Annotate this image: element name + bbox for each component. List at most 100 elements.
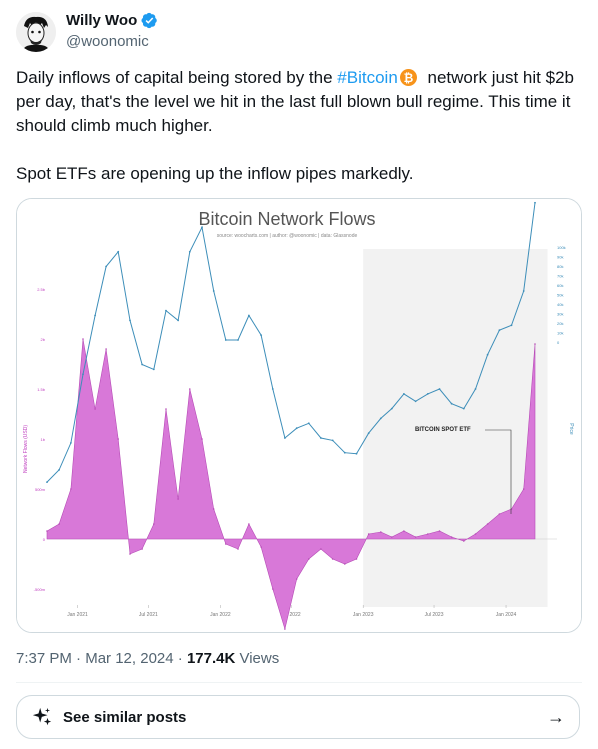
- x-tick-label: Jan 2024: [496, 612, 517, 618]
- tweet-text-before: Daily inflows of capital being stored by…: [16, 68, 338, 87]
- flow-point: [486, 523, 489, 525]
- avatar[interactable]: [16, 12, 56, 52]
- price-point: [367, 432, 370, 434]
- price-point: [201, 226, 203, 229]
- y-left-tick-label: 1b: [41, 437, 46, 442]
- y-right-tick-label: 10k: [557, 331, 563, 336]
- y-left-tick-label: 2.5b: [37, 287, 46, 292]
- flow-point: [438, 530, 441, 532]
- author-handle[interactable]: @woonomic: [66, 33, 149, 50]
- price-point: [462, 407, 465, 410]
- price-point: [343, 451, 346, 454]
- y-right-tick-label: 70k: [557, 274, 563, 279]
- y-right-tick-label: 50k: [557, 293, 563, 298]
- price-point: [165, 309, 167, 312]
- price-point: [390, 407, 393, 410]
- x-tick-label: Jul 2021: [139, 612, 158, 618]
- flow-point: [284, 628, 286, 630]
- flow-point: [427, 533, 429, 535]
- tweet-date[interactable]: Mar 12, 2024: [85, 650, 174, 667]
- price-point: [271, 388, 274, 390]
- flow-point: [212, 508, 215, 510]
- price-point: [534, 201, 536, 204]
- price-point: [307, 422, 310, 425]
- flow-point: [58, 523, 60, 525]
- y-right-tick-label: 30k: [557, 312, 563, 317]
- author-name[interactable]: Willy Woo: [66, 12, 138, 29]
- avatar-portrait-icon: [16, 12, 56, 52]
- flow-point: [177, 498, 179, 500]
- y-left-tick-label: 0: [43, 537, 46, 542]
- flow-point: [331, 558, 334, 560]
- flow-point: [414, 536, 417, 538]
- price-point: [295, 427, 298, 430]
- y-right-tick-label: 90k: [557, 255, 563, 260]
- y-axis-left-label: Network Flows (USD): [23, 425, 29, 473]
- flow-point: [189, 388, 191, 390]
- x-tick-label: Jan 2021: [67, 612, 88, 618]
- flow-point: [380, 531, 382, 533]
- flow-point: [117, 438, 119, 440]
- y-right-tick-label: 0: [557, 340, 560, 345]
- meta-separator: ·: [71, 650, 86, 667]
- price-line: [46, 202, 536, 483]
- price-point: [248, 314, 250, 317]
- price-point: [129, 319, 131, 322]
- y-left-tick-label: -500m: [34, 587, 46, 592]
- chart-title: Bitcoin Network Flows: [198, 209, 375, 229]
- flow-point: [272, 588, 274, 590]
- flow-point: [105, 348, 107, 350]
- tweet-media-chart[interactable]: Bitcoin Network Flows source: woocharts.…: [16, 198, 582, 633]
- svg-text:₿: ₿: [403, 71, 413, 85]
- price-point: [320, 437, 322, 439]
- price-point: [105, 265, 107, 268]
- annotation-leader-line: [485, 429, 512, 514]
- y-right-tick-label: 40k: [557, 302, 563, 307]
- y-axis-right-label: Price: [568, 423, 574, 435]
- flow-point: [225, 543, 227, 545]
- tweet-paragraph-2: Spot ETFs are opening up the inflow pipe…: [16, 164, 414, 183]
- price-point: [403, 393, 405, 395]
- tweet-text: Daily inflows of capital being stored by…: [16, 66, 582, 186]
- flow-point: [355, 558, 358, 560]
- x-tick-label: Jul 2022: [282, 612, 301, 618]
- flow-point: [129, 553, 131, 555]
- price-point: [284, 437, 286, 439]
- flow-point: [141, 548, 143, 550]
- y-left-tick-label: 2b: [41, 337, 46, 342]
- hashtag-link[interactable]: #Bitcoin: [337, 68, 398, 87]
- price-point: [510, 324, 513, 327]
- flow-point: [367, 533, 370, 535]
- flow-point: [344, 563, 346, 565]
- price-point: [474, 388, 477, 390]
- flow-point: [295, 578, 298, 580]
- price-point: [141, 363, 143, 366]
- verified-badge-icon: [141, 12, 158, 29]
- price-point: [188, 250, 191, 253]
- price-point: [426, 393, 429, 395]
- y-left-tick-label: 500m: [35, 487, 46, 492]
- flow-point: [450, 536, 453, 538]
- price-point: [522, 290, 525, 292]
- tweet-time[interactable]: 7:37 PM: [16, 650, 72, 667]
- price-point: [498, 329, 501, 332]
- price-point: [486, 353, 489, 356]
- flow-point: [391, 536, 393, 538]
- price-point: [379, 417, 382, 420]
- flow-point: [308, 558, 310, 560]
- flow-point: [522, 488, 525, 490]
- flow-point: [248, 523, 250, 525]
- price-point: [70, 442, 72, 444]
- flow-point: [320, 548, 322, 550]
- flow-point: [474, 533, 477, 535]
- price-point: [237, 339, 239, 341]
- price-point: [177, 319, 180, 322]
- flow-point: [94, 408, 96, 410]
- meta-separator: ·: [173, 650, 187, 667]
- x-tick-label: Jan 2023: [353, 612, 374, 618]
- flow-point: [237, 548, 239, 550]
- author-name-row[interactable]: Willy Woo: [66, 12, 158, 29]
- see-similar-posts-button[interactable]: See similar posts →: [16, 695, 580, 739]
- price-point: [331, 439, 334, 442]
- flow-point: [70, 488, 72, 490]
